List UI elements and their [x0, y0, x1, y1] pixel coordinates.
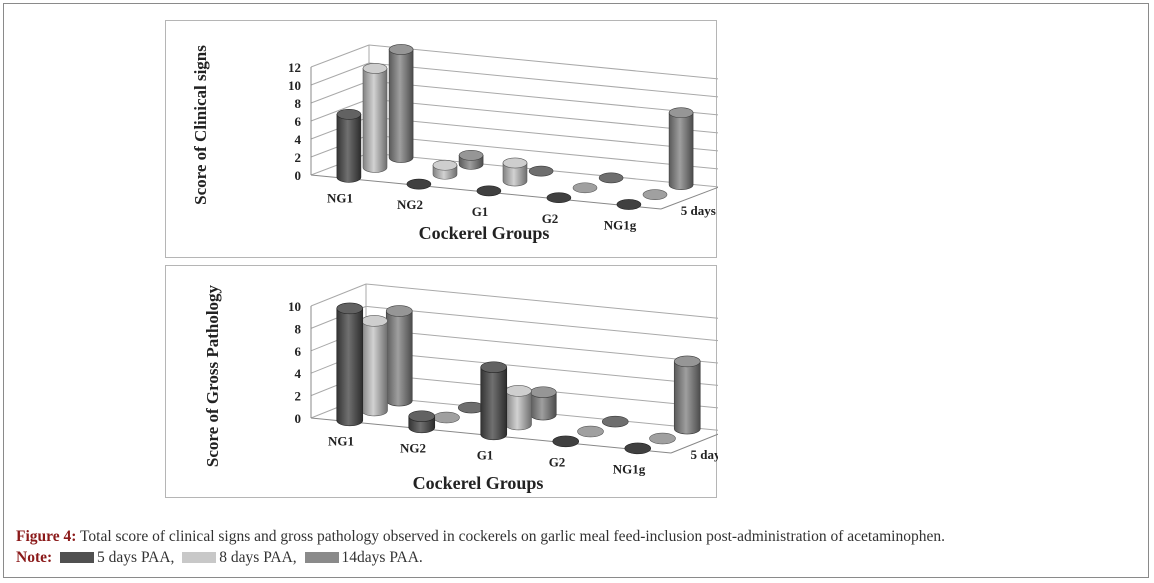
clinical-side-gridline-3	[310, 98, 370, 122]
clinical-ytick-6: 12	[288, 60, 301, 75]
pathology-depth-axis-line	[670, 433, 718, 454]
clinical-xtick-1: NG2	[397, 197, 423, 212]
pathology-bar-2-3	[601, 415, 629, 428]
pathology-bar-2-1	[457, 401, 485, 414]
clinical-bar-2-0	[388, 44, 414, 163]
clinical-bar-1-2	[502, 157, 528, 187]
pathology-y-axis-title: Score of Gross Pathology	[203, 284, 222, 467]
clinical-xtick-0: NG1	[327, 190, 353, 205]
pathology-gridline-2	[365, 350, 718, 386]
pathology-gridline-3	[365, 328, 718, 364]
pathology-gridline-4	[365, 305, 718, 342]
pathology-ytick-2: 4	[295, 366, 302, 381]
clinical-bar-0-4	[616, 199, 642, 210]
legend-item-14-days: 14days PAA.	[341, 549, 423, 566]
legend-swatch-8-days	[182, 552, 217, 563]
pathology-ytick-5: 10	[288, 299, 301, 314]
pathology-bar-2-2	[529, 386, 557, 421]
pathology-bar-1-2	[505, 385, 532, 431]
clinical-bar-0-3	[546, 192, 572, 204]
pathology-bar-1-3	[577, 425, 604, 438]
clinical-bar-1-1	[432, 159, 458, 180]
clinical-bar-2-3	[598, 172, 624, 184]
clinical-gridline-6	[368, 44, 718, 80]
clinical-ytick-0: 0	[295, 168, 302, 183]
figure-frame	[3, 3, 1149, 578]
clinical-bar-2-4	[668, 107, 694, 191]
clinical-gridline-3	[368, 98, 718, 134]
legend-note: Note: 5 days PAA, 8 days PAA, 14days PAA…	[16, 548, 423, 567]
pathology-bar-1-0	[361, 315, 388, 417]
figure-caption: Figure 4: Total score of clinical signs …	[16, 527, 1146, 546]
clinical-xtick-4: NG1g	[604, 218, 637, 233]
pathology-ytick-4: 8	[295, 321, 302, 336]
clinical-bar-1-4	[642, 189, 668, 200]
caption-text: Total score of clinical signs and gross …	[76, 528, 945, 545]
clinical-gridline-4	[368, 80, 718, 116]
clinical-xtick-3: G2	[542, 211, 559, 226]
pathology-xtick-3: G2	[549, 455, 566, 470]
pathology-x-axis-title: Cockerel Groups	[413, 473, 544, 493]
pathology-bar-0-3	[552, 435, 580, 448]
clinical-bar-0-1	[406, 178, 432, 190]
caption-label: Figure 4:	[16, 528, 77, 545]
pathology-ytick-1: 2	[295, 389, 302, 404]
clinical-gridline-5	[368, 62, 718, 98]
pathology-bar-0-2	[480, 361, 508, 441]
legend-swatch-14-days	[304, 552, 339, 563]
clinical-bar-2-2	[528, 165, 554, 177]
legend-swatch-5-days	[60, 552, 95, 563]
clinical-y-axis-title: Score of Clinical signs	[191, 45, 210, 205]
clinical-gridline-2	[368, 116, 718, 152]
legend-item-8-days: 8 days PAA,	[219, 549, 297, 566]
pathology-xtick-2: G1	[477, 448, 494, 463]
pathology-xtick-4: NG1g	[613, 462, 646, 477]
clinical-ytick-1: 2	[295, 150, 302, 165]
clinical-ytick-5: 10	[288, 78, 301, 93]
pathology-ytick-0: 0	[295, 411, 302, 426]
clinical-xtick-2: G1	[472, 204, 489, 219]
clinical-side-gridline-4	[310, 80, 370, 104]
pathology-depth-label-0: 5 days paa	[691, 447, 719, 462]
pathology-bar-2-4	[673, 355, 701, 435]
pathology-xtick-0: NG1	[328, 434, 354, 449]
clinical-ytick-2: 4	[295, 132, 302, 147]
pathology-gridline-5	[365, 283, 718, 319]
pathology-bar-0-0	[336, 302, 364, 427]
pathology-bar-2-0	[385, 305, 413, 407]
clinical-bar-2-1	[458, 149, 484, 170]
clinical-side-gridline-5	[310, 62, 370, 86]
clinical-bar-1-3	[572, 182, 598, 194]
note-label: Note:	[16, 549, 53, 566]
pathology-side-gridline-5	[310, 283, 367, 307]
clinical-ytick-4: 8	[295, 96, 302, 111]
pathology-bar-1-1	[433, 411, 460, 424]
clinical-bar-0-2	[476, 185, 502, 197]
clinical-depth-axis-line	[660, 186, 718, 210]
clinical-bar-1-0	[362, 63, 388, 173]
pathology-bar-0-4	[624, 442, 652, 455]
pathology-bar-1-4	[649, 432, 676, 445]
legend-item-5-days: 5 days PAA,	[97, 549, 175, 566]
clinical-bar-0-0	[336, 108, 362, 183]
pathology-xtick-1: NG2	[400, 441, 426, 456]
pathology-bar-0-1	[408, 410, 436, 434]
clinical-depth-label-0: 5 days paa	[681, 203, 718, 218]
clinical-ytick-3: 6	[295, 114, 302, 129]
clinical-x-axis-title: Cockerel Groups	[419, 223, 550, 243]
clinical-gridline-1	[368, 134, 718, 170]
clinical-side-gridline-6	[310, 44, 370, 68]
pathology-ytick-3: 6	[295, 344, 302, 359]
